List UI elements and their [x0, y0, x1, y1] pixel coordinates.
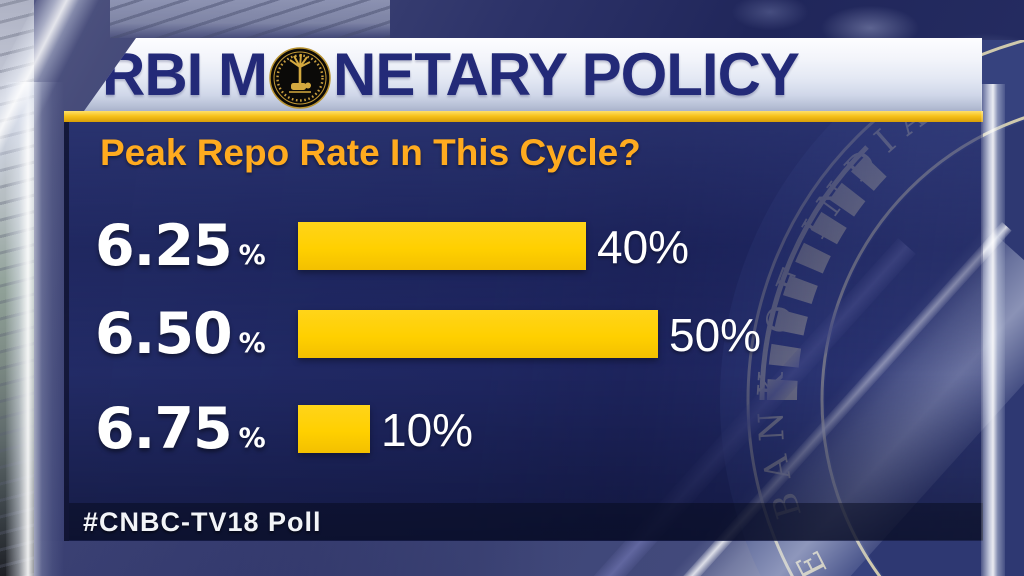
tiger-body — [290, 82, 306, 90]
rate-percent-sign: % — [238, 423, 266, 454]
tiger-head — [304, 82, 311, 88]
palm-fronds — [289, 53, 311, 68]
rate-label-group: 6.75 % — [95, 396, 266, 462]
poll-row: 6.50 % 50% — [69, 306, 983, 363]
background-building-top — [110, 0, 390, 38]
header-title: RBI M NETARY POLICY — [84, 40, 800, 109]
rate-label: 6.50 — [95, 301, 233, 367]
poll-panel: Peak Repo Rate In This Cycle? 6.25 % 40%… — [64, 122, 983, 541]
poll-question: Peak Repo Rate In This Cycle? — [100, 132, 641, 173]
poll-bar — [298, 222, 586, 270]
rate-label: 6.75 — [95, 396, 233, 462]
poll-bar — [298, 310, 658, 358]
poll-row: 6.75 % 10% — [69, 401, 983, 458]
rate-percent-sign: % — [238, 328, 266, 359]
poll-bar — [298, 405, 370, 453]
header-title-right: NETARY POLICY — [332, 40, 800, 108]
header-bar: RBI M NETARY POLICY — [84, 38, 982, 111]
bar-value-label: 40% — [597, 221, 690, 273]
rate-percent-sign: % — [238, 240, 266, 271]
bar-value-label: 10% — [381, 404, 474, 456]
rate-label: 6.25 — [95, 213, 233, 279]
rate-label-group: 6.50 % — [95, 301, 266, 367]
poll-row: 6.25 % 40% — [69, 218, 983, 275]
poll-source-hashtag: #CNBC-TV18 Poll — [83, 507, 322, 537]
header-title-left: RBI M — [102, 40, 268, 108]
rate-label-group: 6.25 % — [95, 213, 266, 279]
footer-band: #CNBC-TV18 Poll — [69, 503, 983, 540]
bar-value-label: 50% — [669, 309, 762, 361]
rbi-seal-icon — [269, 46, 331, 109]
glass-bar-right — [981, 84, 1005, 576]
gold-divider-line — [64, 111, 983, 122]
